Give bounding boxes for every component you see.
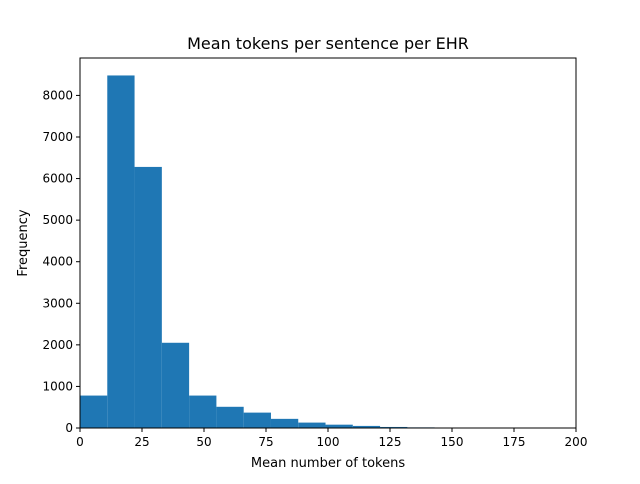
y-tick-label-3: 3000: [42, 296, 73, 310]
x-tick-label-2: 50: [196, 435, 211, 449]
bars-group: [80, 75, 571, 428]
histogram-bar-6: [244, 413, 271, 428]
y-tick-label-7: 7000: [42, 130, 73, 144]
y-tick-label-4: 4000: [42, 255, 73, 269]
x-tick-label-8: 200: [565, 435, 588, 449]
histogram-bar-3: [162, 343, 189, 428]
histogram-bar-7: [271, 419, 298, 428]
y-axis-label: Frequency: [16, 209, 31, 276]
y-tick-label-2: 2000: [42, 338, 73, 352]
x-tick-label-0: 0: [76, 435, 84, 449]
x-tick-label-7: 175: [503, 435, 526, 449]
histogram-bar-2: [135, 167, 162, 428]
x-tick-label-4: 100: [317, 435, 340, 449]
y-tick-label-8: 8000: [42, 88, 73, 102]
histogram-bar-0: [80, 396, 107, 428]
histogram-bar-5: [216, 407, 243, 428]
y-axis-ticks: 0 1000 2000 3000 4000 5000 6000 7000 8000: [42, 88, 80, 435]
histogram-bar-4: [189, 396, 216, 428]
x-tick-label-5: 125: [379, 435, 402, 449]
x-tick-label-6: 150: [441, 435, 464, 449]
histogram-bar-8: [298, 423, 325, 428]
y-tick-label-0: 0: [65, 421, 73, 435]
y-tick-label-6: 6000: [42, 172, 73, 186]
x-tick-label-3: 75: [258, 435, 273, 449]
histogram-bar-1: [107, 75, 134, 428]
y-tick-label-5: 5000: [42, 213, 73, 227]
x-tick-label-1: 25: [134, 435, 149, 449]
y-tick-label-1: 1000: [42, 379, 73, 393]
x-axis-label: Mean number of tokens: [251, 456, 405, 471]
x-axis-ticks: 0 25 50 75 100 125 150 175 200: [76, 428, 587, 449]
chart-title: Mean tokens per sentence per EHR: [187, 34, 469, 53]
